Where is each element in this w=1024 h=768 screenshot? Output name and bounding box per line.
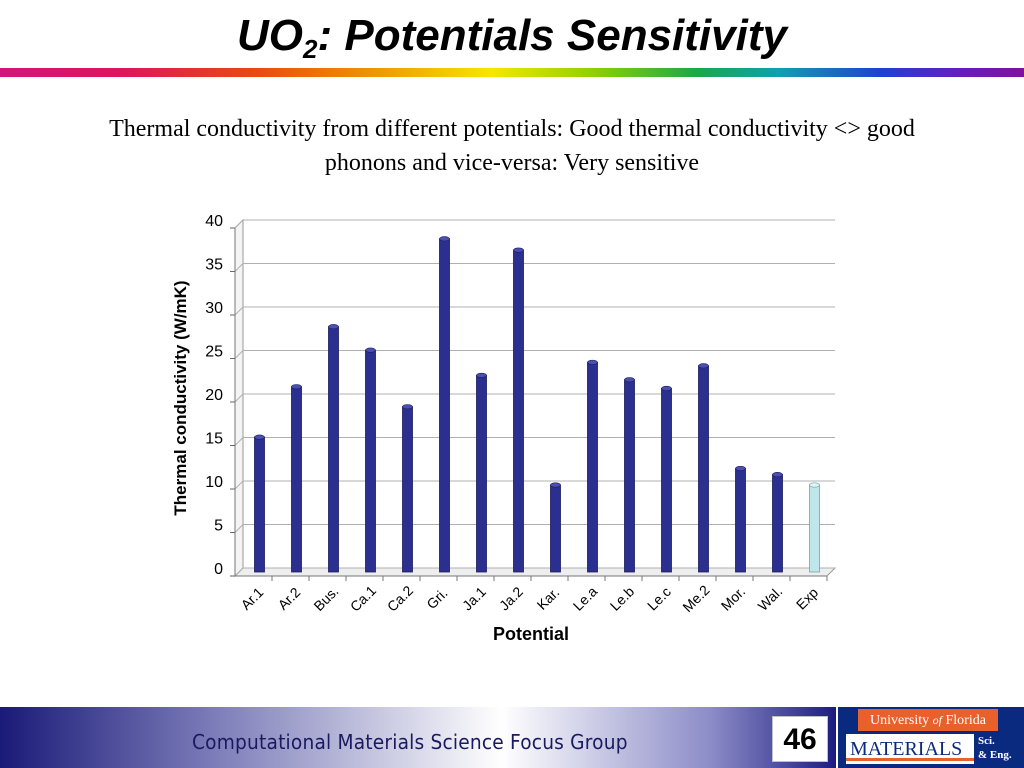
bar-cap [698, 363, 709, 369]
uf-sci-eng-label: Sci. & Eng. [978, 735, 1012, 761]
bar-cap [587, 359, 598, 365]
y-tick-label: 5 [214, 518, 223, 535]
y-tick-label: 30 [205, 300, 223, 317]
bar-cap [772, 472, 783, 478]
footer-band [0, 707, 836, 768]
y-tick-label: 0 [214, 561, 223, 578]
y-tick-label: 25 [205, 344, 223, 361]
y-axis-title: Thermal conductivity (W/mK) [171, 280, 190, 515]
slide-title: UO2: Potentials Sensitivity [0, 6, 1024, 71]
gridline-depth [234, 567, 244, 577]
bar-cap [513, 247, 524, 253]
gridline-depth [234, 524, 244, 533]
bar [735, 468, 746, 573]
x-axis-title: Potential [493, 624, 569, 644]
bar-cap [365, 347, 376, 353]
title-subscript: 2 [303, 34, 318, 64]
x-tick-label: Kar. [534, 584, 563, 613]
bar-cap [809, 482, 820, 488]
y-tick-label: 35 [205, 257, 223, 274]
x-tick-label: Ca.1 [347, 582, 379, 614]
x-tick-label: Me.2 [679, 582, 712, 615]
subtitle-line-2: phonons and vice-versa: Very sensitive [324, 150, 700, 176]
bar-cap [476, 372, 487, 378]
footer-group-name: Computational Materials Science Focus Gr… [192, 730, 628, 754]
bar-cap [254, 434, 265, 440]
x-tick-label: Ca.2 [384, 582, 416, 614]
title-rest: : Potentials Sensitivity [317, 11, 787, 60]
thermal-conductivity-bar-chart: 0 5 10 15 20 25 30 35 40 Ar.1 Ar.2 Bus. Ca.1 Ca.2 Gri.… [171, 213, 837, 644]
subtitle-line-1: Thermal conductivity from different pote… [109, 116, 915, 142]
gridline-depth [234, 350, 244, 359]
x-tick-label: Ar.2 [275, 584, 304, 613]
bar-cap [550, 482, 561, 488]
bar [291, 386, 302, 573]
bar [513, 249, 524, 573]
y-tick-label: 15 [205, 431, 223, 448]
x-tick-label: Ja.1 [459, 583, 489, 613]
page-number: 46 [772, 716, 828, 762]
x-tick-label: Bus. [310, 583, 341, 614]
bar-cap [624, 377, 635, 383]
x-tick-label: Ar.1 [238, 584, 267, 613]
y-tick-label: 20 [205, 387, 223, 404]
bar [661, 388, 672, 573]
bar [365, 349, 376, 573]
bar [624, 379, 635, 573]
bar [587, 361, 598, 573]
bar-cap [291, 384, 302, 390]
rainbow-divider [0, 68, 1024, 77]
gridline-depth [234, 393, 244, 403]
x-tick-label: Mor. [718, 583, 749, 614]
bar [328, 326, 339, 573]
bar-cap [661, 385, 672, 391]
gridline-depth [234, 219, 244, 229]
gridline-depth [234, 480, 244, 490]
slide-subtitle: Thermal conductivity from different pote… [20, 112, 1004, 180]
bar-cap [439, 236, 450, 242]
x-tick-label: Gri. [423, 585, 450, 612]
y-tick-label: 10 [205, 474, 223, 491]
bar [254, 436, 265, 573]
gridline-depth [234, 263, 244, 272]
x-tick-label: Le.c [644, 583, 674, 613]
x-tick-label: Exp [793, 584, 822, 613]
bar-cap [735, 465, 746, 471]
uf-accent-line [846, 758, 974, 761]
bar-cap [328, 324, 339, 330]
x-tick-label: Ja.2 [496, 583, 526, 613]
gridline-depth [234, 306, 244, 316]
x-tick-label: Wal. [755, 583, 786, 614]
x-tick-label: Le.b [607, 583, 638, 614]
bar [698, 365, 709, 573]
bar [476, 374, 487, 573]
bar [439, 238, 450, 573]
bar [550, 484, 561, 573]
bar [809, 484, 820, 573]
y-tick-label: 40 [205, 213, 223, 230]
bar-cap [402, 404, 413, 410]
bar [772, 474, 783, 573]
gridline-depth [234, 437, 244, 446]
uf-university-label: University of Florida [858, 709, 998, 731]
title-main: UO [237, 11, 304, 60]
x-tick-label: Le.a [570, 583, 601, 614]
bar [402, 406, 413, 573]
